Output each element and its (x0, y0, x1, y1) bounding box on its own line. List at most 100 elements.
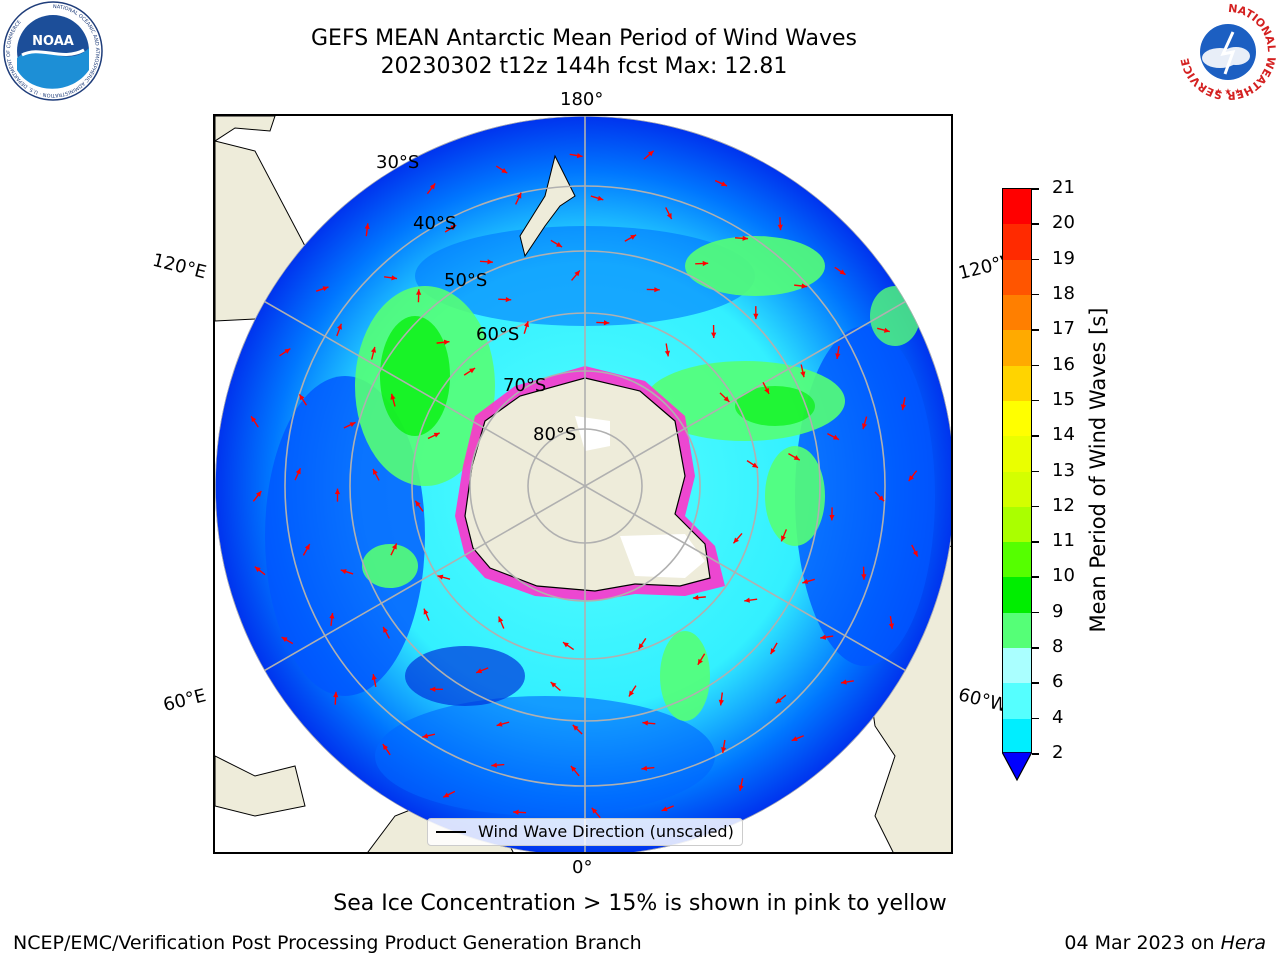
wind-arrow-head (572, 724, 579, 731)
wind-arrow-head (775, 697, 782, 704)
lon-label-120e: 120°E (150, 249, 209, 284)
wind-arrow-head (721, 747, 727, 753)
wind-arrow-head (524, 321, 529, 328)
svg-text:★ ★ ★: ★ ★ ★ (1215, 87, 1242, 96)
wind-wave-direction-arrows (250, 150, 919, 819)
wind-arrow-head (443, 792, 450, 798)
colorbar-tick-label: 8 (1052, 636, 1064, 658)
wind-arrow-head (697, 658, 703, 665)
colorbar-tick-label: 2 (1052, 742, 1064, 763)
wind-arrow-head (469, 368, 476, 374)
wind-arrow-head (550, 682, 557, 688)
wind-arrow-head (556, 242, 563, 248)
colorbar-label: Mean Period of Wind Waves [s] (1086, 307, 1110, 633)
wind-arrow-head (661, 806, 668, 812)
colorbar-segment (1003, 648, 1031, 684)
colorbar-tick-label: 20 (1052, 212, 1075, 234)
wind-arrow-head (832, 434, 839, 440)
wind-arrow-head (835, 353, 841, 359)
wind-arrow-head (334, 488, 341, 495)
colorbar (1002, 188, 1032, 754)
wind-arrow-head (576, 153, 583, 159)
wind-arrow-head (702, 260, 709, 267)
colorbar-tick-mark (1032, 188, 1039, 190)
wind-arrow-head (498, 616, 504, 623)
wind-arrow-head (861, 423, 867, 430)
colorbar-segment (1003, 224, 1031, 260)
wind-arrow-head (883, 327, 890, 333)
footer-host: Hera (1220, 932, 1266, 954)
wind-arrow-head (597, 195, 604, 201)
africa-landmass (215, 755, 306, 817)
colorbar-tick-label: 11 (1052, 530, 1075, 552)
wind-arrow-head (422, 733, 429, 739)
wind-arrow-head (340, 569, 347, 575)
wind-arrow-head (692, 594, 699, 601)
wind-arrow-head (254, 566, 261, 573)
legend-label: Wind Wave Direction (unscaled) (478, 822, 734, 841)
wind-arrow-head (370, 346, 377, 353)
lon-label-60e: 60°E (161, 685, 209, 716)
wind-arrow-head (570, 765, 577, 772)
legend-line-sample (436, 831, 466, 833)
colorbar-tick-mark (1032, 223, 1039, 225)
colorbar-tick-label: 4 (1052, 706, 1064, 728)
wind-arrow-head (829, 514, 835, 521)
map-panel (213, 114, 953, 854)
colorbar-tick-label: 6 (1052, 671, 1064, 693)
wind-arrow-head (337, 323, 342, 330)
colorbar-tick-label: 19 (1052, 247, 1075, 269)
lat-label-50s: 50°S (444, 270, 488, 291)
colorbar-tick-mark (1032, 435, 1039, 437)
colorbar-tick-mark (1032, 717, 1039, 720)
wind-arrow-head (415, 500, 421, 507)
wind-arrow-head (654, 287, 660, 293)
colorbar-tick-mark (1032, 364, 1039, 367)
wind-arrow-head (284, 348, 291, 354)
colorbar-tick-mark (1032, 576, 1039, 578)
lat-label-70s: 70°S (503, 375, 547, 396)
wind-arrow-head (603, 320, 610, 326)
wind-arrow-head (281, 637, 288, 643)
colorbar-segment (1003, 542, 1031, 578)
wind-arrow-head (295, 468, 301, 475)
lon-label-0: 0° (572, 857, 593, 878)
wind-arrow-head (349, 422, 356, 428)
colorbar-tick-mark (1032, 293, 1039, 296)
wind-arrow-head (628, 690, 635, 697)
colorbar-tick-mark (1032, 753, 1039, 755)
wind-arrow-head (802, 578, 809, 584)
colorbar-tick-label: 10 (1052, 565, 1075, 587)
wind-arrow-head (487, 259, 493, 265)
wind-arrow-head (800, 371, 806, 378)
wind-arrow-head (878, 495, 885, 502)
wind-arrow-head (450, 225, 457, 231)
wind-arrow-head (383, 626, 389, 633)
colorbar-segment (1003, 365, 1031, 401)
wind-arrow-head (251, 416, 257, 423)
colorbar-extend-arrow (1002, 752, 1032, 782)
colorbar-tick-mark (1032, 470, 1039, 472)
colorbar-tick-mark (1032, 541, 1039, 543)
wind-arrow-head (840, 679, 847, 685)
colorbar-tick-label: 12 (1052, 494, 1075, 516)
noaa-logo: NOAA NATIONAL OCEANIC AND ATMOSPHERIC AD… (3, 1, 103, 101)
colorbar-segment (1003, 718, 1031, 754)
colorbar-segment (1003, 612, 1031, 649)
colorbar-segment (1003, 259, 1031, 295)
wind-arrow-head (390, 393, 396, 400)
footer-organization: NCEP/EMC/Verification Post Processing Pr… (13, 932, 642, 954)
colorbar-segment (1003, 294, 1031, 331)
wind-arrow-head (738, 785, 744, 791)
wind-arrow-head (908, 475, 915, 482)
wind-arrow-head (372, 468, 378, 475)
chart-title: GEFS MEAN Antarctic Mean Period of Wind … (311, 26, 857, 51)
lat-label-60s: 60°S (476, 324, 520, 345)
chart-subtitle: 20230302 t12z 144h fcst Max: 12.81 (380, 54, 788, 79)
wind-arrow-head (744, 597, 750, 603)
wind-arrow-head (861, 574, 867, 580)
footer-date-text: 04 Mar 2023 on (1064, 932, 1221, 954)
wind-arrow-head (888, 623, 895, 630)
wind-arrow-head (777, 224, 783, 231)
wind-arrow-head (753, 313, 759, 320)
